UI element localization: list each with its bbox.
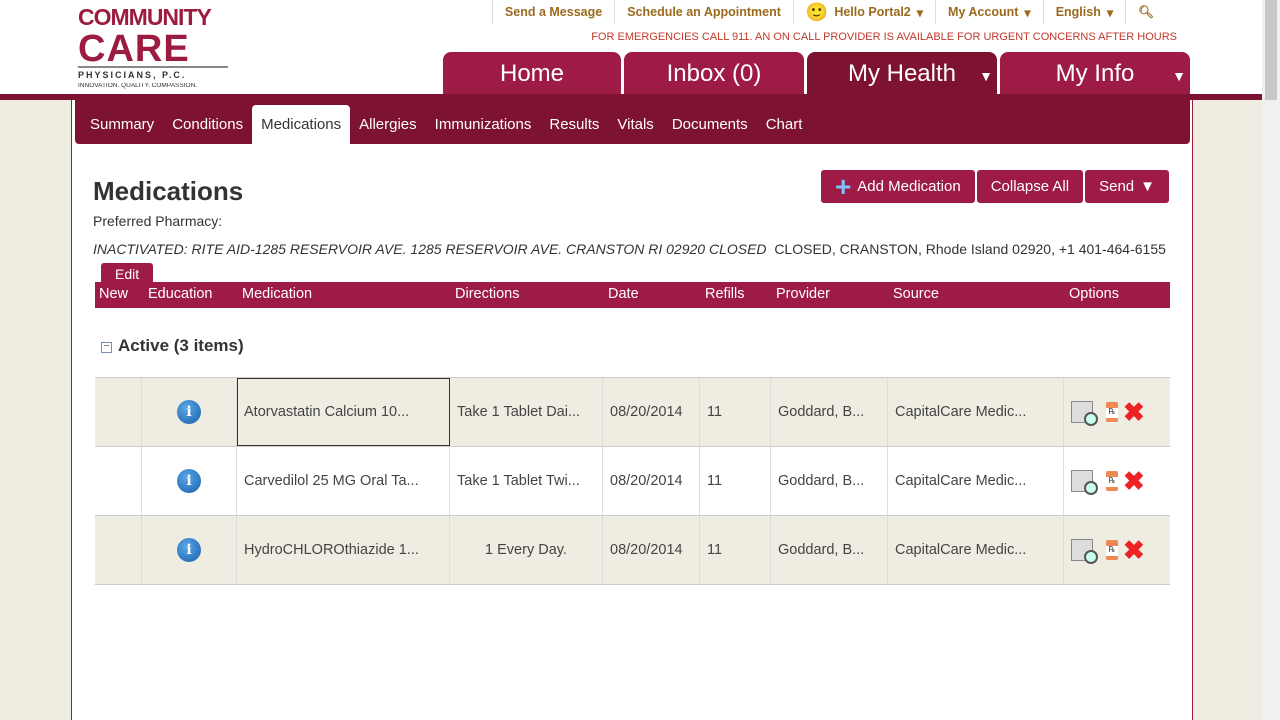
source-cell: CapitalCare Medic... — [888, 516, 1064, 584]
caret-down-icon: ▾ — [1106, 5, 1114, 20]
tab-my-health[interactable]: My Health ▼ — [807, 52, 997, 96]
subnav-medications[interactable]: Medications — [252, 105, 351, 144]
collapse-all-button[interactable]: Collapse All — [976, 170, 1084, 203]
delete-icon[interactable]: ✖ — [1123, 535, 1145, 565]
options-cell: ℞ ✖ — [1064, 378, 1170, 446]
col-source[interactable]: Source — [893, 286, 939, 302]
active-group-header[interactable]: − Active (3 items) — [95, 308, 1170, 378]
info-icon[interactable]: i — [177, 538, 201, 562]
col-options: Options — [1069, 286, 1119, 302]
my-account-menu[interactable]: My Account ▾ — [935, 0, 1043, 24]
table-row[interactable]: i HydroCHLOROthiazide 1... 1 Every Day. … — [95, 516, 1170, 585]
education-cell: i — [142, 447, 237, 515]
collapse-icon[interactable]: − — [101, 342, 112, 353]
delete-icon[interactable]: ✖ — [1123, 397, 1145, 427]
plus-icon: + — [834, 170, 852, 202]
options-cell: ℞ ✖ — [1064, 516, 1170, 584]
subnav-immunizations[interactable]: Immunizations — [434, 116, 532, 133]
view-details-icon[interactable] — [1071, 539, 1098, 564]
date-cell: 08/20/2014 — [603, 516, 700, 584]
directions-cell: Take 1 Tablet Dai... — [450, 378, 603, 446]
new-cell — [95, 516, 142, 584]
refills-cell: 11 — [700, 378, 771, 446]
schedule-appointment-link[interactable]: Schedule an Appointment — [614, 0, 793, 24]
col-directions[interactable]: Directions — [455, 286, 520, 302]
toolbar: + Add Medication Collapse All Send ▼ — [820, 170, 1169, 203]
send-button[interactable]: Send ▼ — [1085, 170, 1169, 203]
source-cell: CapitalCare Medic... — [888, 378, 1064, 446]
directions-cell: Take 1 Tablet Twi... — [450, 447, 603, 515]
col-date[interactable]: Date — [608, 286, 639, 302]
preferred-pharmacy-label: Preferred Pharmacy: — [93, 213, 223, 229]
search-icon[interactable]: 🔍︎ — [1125, 0, 1166, 24]
tab-my-info[interactable]: My Info ▼ — [1000, 52, 1190, 96]
date-cell: 08/20/2014 — [603, 447, 700, 515]
source-cell: CapitalCare Medic... — [888, 447, 1064, 515]
language-menu[interactable]: English ▾ — [1042, 0, 1125, 24]
refill-rx-icon[interactable]: ℞ — [1106, 540, 1118, 560]
emergency-notice: FOR EMERGENCIES CALL 911. AN ON CALL PRO… — [591, 31, 1177, 43]
subnav-allergies[interactable]: Allergies — [359, 116, 417, 133]
col-education[interactable]: Education — [148, 286, 213, 302]
tab-home[interactable]: Home — [443, 52, 621, 96]
info-icon[interactable]: i — [177, 469, 201, 493]
edit-pharmacy-button[interactable]: Edit — [101, 263, 154, 286]
view-details-icon[interactable] — [1071, 401, 1098, 426]
add-medication-button[interactable]: + Add Medication — [820, 170, 975, 203]
caret-down-icon: ▾ — [916, 5, 924, 20]
caret-down-icon: ▾ — [1024, 5, 1031, 20]
table-row[interactable]: i Atorvastatin Calcium 10... Take 1 Tabl… — [95, 378, 1170, 447]
subnav-vitals[interactable]: Vitals — [617, 116, 654, 133]
subnav-conditions[interactable]: Conditions — [172, 116, 244, 133]
info-icon[interactable]: i — [177, 400, 201, 424]
send-message-link[interactable]: Send a Message — [491, 0, 614, 24]
sub-nav: Summary Conditions Medications Allergies… — [75, 100, 1190, 144]
pharmacy-info: INACTIVATED: RITE AID-1285 RESERVOIR AVE… — [93, 237, 1178, 286]
medication-cell[interactable]: HydroCHLOROthiazide 1... — [237, 516, 450, 584]
education-cell: i — [142, 378, 237, 446]
refills-cell: 11 — [700, 447, 771, 515]
col-provider[interactable]: Provider — [776, 286, 830, 302]
content: Summary Conditions Medications Allergies… — [71, 100, 1193, 720]
col-medication[interactable]: Medication — [242, 286, 313, 302]
date-cell: 08/20/2014 — [603, 378, 700, 446]
medication-cell[interactable]: Atorvastatin Calcium 10... — [237, 378, 450, 446]
provider-cell: Goddard, B... — [771, 447, 888, 515]
header-bar — [0, 94, 1262, 100]
header: COMMUNITY CARE PHYSICIANS, P.C. INNOVATI… — [0, 0, 1262, 96]
caret-down-icon: ▼ — [1140, 178, 1155, 195]
delete-icon[interactable]: ✖ — [1123, 466, 1145, 496]
table-header: New Education Medication Directions Date… — [95, 282, 1170, 308]
new-cell — [95, 378, 142, 446]
scrollbar-thumb[interactable] — [1265, 0, 1277, 100]
subnav-summary[interactable]: Summary — [90, 116, 155, 133]
col-refills[interactable]: Refills — [705, 286, 745, 302]
page-title: Medications — [93, 176, 244, 206]
scrollbar[interactable] — [1262, 0, 1280, 720]
provider-cell: Goddard, B... — [771, 378, 888, 446]
new-cell — [95, 447, 142, 515]
caret-down-icon: ▼ — [1172, 68, 1186, 84]
directions-cell: 1 Every Day. — [450, 516, 603, 584]
tab-inbox[interactable]: Inbox (0) — [624, 52, 804, 96]
user-menu[interactable]: 🙂 Hello Portal2 ▾ — [792, 0, 935, 24]
education-cell: i — [142, 516, 237, 584]
table-row[interactable]: i Carvedilol 25 MG Oral Ta... Take 1 Tab… — [95, 447, 1170, 516]
subnav-documents[interactable]: Documents — [671, 116, 748, 133]
logo[interactable]: COMMUNITY CARE PHYSICIANS, P.C. INNOVATI… — [78, 6, 228, 91]
options-cell: ℞ ✖ — [1064, 447, 1170, 515]
main-tabs: Home Inbox (0) My Health ▼ My Info ▼ — [443, 52, 1190, 96]
subnav-chart[interactable]: Chart — [765, 116, 803, 133]
top-links: Send a Message Schedule an Appointment 🙂… — [491, 0, 1166, 24]
avatar-icon: 🙂 — [805, 1, 829, 22]
provider-cell: Goddard, B... — [771, 516, 888, 584]
refill-rx-icon[interactable]: ℞ — [1106, 402, 1118, 422]
refill-rx-icon[interactable]: ℞ — [1106, 471, 1118, 491]
caret-down-icon: ▼ — [979, 68, 993, 84]
refills-cell: 11 — [700, 516, 771, 584]
col-new[interactable]: New — [99, 286, 129, 302]
view-details-icon[interactable] — [1071, 470, 1098, 495]
subnav-results[interactable]: Results — [549, 116, 600, 133]
medication-cell[interactable]: Carvedilol 25 MG Oral Ta... — [237, 447, 450, 515]
